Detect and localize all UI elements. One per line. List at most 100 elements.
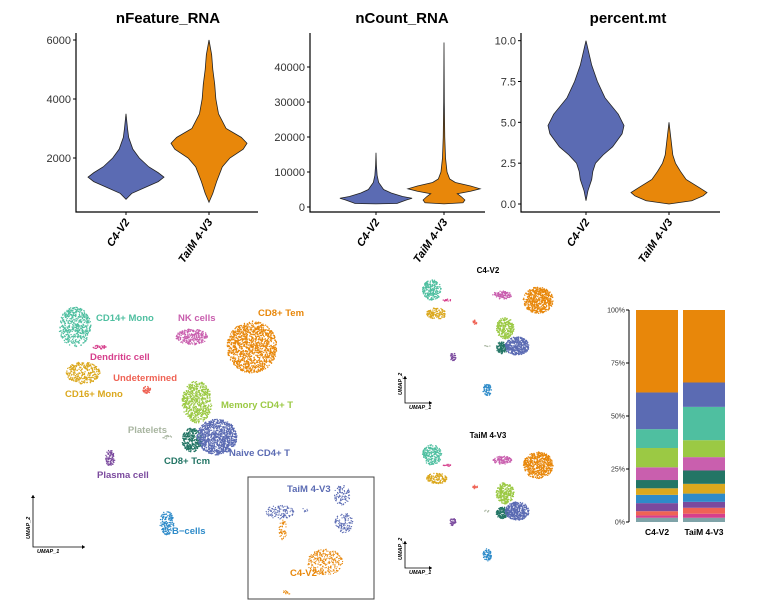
cell-point <box>229 427 231 429</box>
cell-point <box>335 496 337 498</box>
cell-point <box>77 317 79 319</box>
cell-point <box>196 335 198 338</box>
cell-point <box>213 444 216 446</box>
cell-point <box>197 429 200 432</box>
cell-point <box>261 345 263 347</box>
cell-point <box>186 443 188 446</box>
cell-point <box>182 340 184 342</box>
cell-point <box>83 312 86 315</box>
cell-point <box>350 528 352 530</box>
cell-point <box>207 431 209 433</box>
cell-point <box>253 334 255 336</box>
cell-point <box>72 313 75 315</box>
cell-point <box>60 316 63 319</box>
cell-point <box>200 413 203 416</box>
cell-point <box>252 347 254 349</box>
cell-point <box>246 356 249 358</box>
cell-point <box>346 516 348 518</box>
cell-point <box>206 415 208 417</box>
cell-point <box>198 403 201 406</box>
cell-point <box>70 333 72 336</box>
cell-point <box>205 450 207 453</box>
cell-point <box>183 411 185 413</box>
cell-point <box>247 323 249 326</box>
cell-point <box>200 332 203 335</box>
cell-point <box>255 337 258 340</box>
cell-point <box>200 408 203 411</box>
cell-point <box>318 549 320 551</box>
cell-point <box>173 522 175 525</box>
cell-point <box>90 377 92 379</box>
cell-point <box>189 443 191 446</box>
cell-point <box>192 409 195 411</box>
cell-point <box>80 336 82 338</box>
cell-point <box>165 533 168 536</box>
cell-point <box>82 319 84 321</box>
cell-point <box>232 351 234 354</box>
cell-point <box>160 522 162 524</box>
y-tick-label: 40000 <box>274 62 305 74</box>
cell-point <box>266 341 268 344</box>
cell-point <box>207 424 209 426</box>
cell-point <box>222 432 224 435</box>
cell-point <box>234 434 236 436</box>
cell-point <box>202 432 204 434</box>
cell-point <box>93 347 95 349</box>
cell-point <box>189 430 191 433</box>
cell-point <box>341 526 343 528</box>
cell-point <box>348 529 351 531</box>
cell-point <box>341 532 344 534</box>
cell-point <box>263 330 266 332</box>
cell-point <box>275 350 278 352</box>
cell-point <box>274 511 276 513</box>
cell-point <box>77 308 79 310</box>
cell-point <box>187 328 189 331</box>
cell-point <box>346 513 348 515</box>
cell-point <box>70 320 72 322</box>
cell-point <box>110 449 112 452</box>
cell-point <box>234 328 236 330</box>
cell-point <box>213 449 216 452</box>
cell-point <box>72 340 75 342</box>
cell-point <box>320 554 322 556</box>
panel-title: nFeature_RNA <box>116 10 220 27</box>
cell-point <box>194 342 196 345</box>
cell-point <box>259 338 261 340</box>
cell-point <box>335 498 338 500</box>
cell-point <box>217 449 219 451</box>
cell-point <box>193 411 196 413</box>
cell-point <box>195 333 197 335</box>
cell-point <box>142 389 144 392</box>
cell-point <box>63 331 65 333</box>
cell-point <box>337 569 339 572</box>
cell-point <box>189 406 191 409</box>
cell-point <box>197 420 199 423</box>
cell-point <box>337 553 339 555</box>
cell-point <box>111 452 113 455</box>
cell-point <box>232 342 234 344</box>
cell-point <box>195 338 197 341</box>
cell-point <box>243 338 245 341</box>
cell-point <box>197 333 200 336</box>
cell-point <box>176 335 178 337</box>
cell-point <box>334 498 336 500</box>
cell-point <box>78 379 80 381</box>
cell-point <box>192 407 195 409</box>
cell-point <box>210 452 212 454</box>
cell-point <box>194 408 197 410</box>
cell-point <box>227 351 229 354</box>
cell-point <box>85 314 87 316</box>
cell-point <box>230 342 233 344</box>
cell-point <box>258 333 261 335</box>
cell-point <box>250 327 252 329</box>
cell-point <box>202 389 204 391</box>
cell-point <box>266 512 268 514</box>
cell-point <box>277 505 279 507</box>
cell-point <box>191 384 194 386</box>
cell-point <box>203 444 205 446</box>
cell-point <box>186 331 188 333</box>
cell-point <box>107 462 109 464</box>
cell-point <box>95 375 97 378</box>
cell-point <box>348 528 350 530</box>
cell-point <box>72 327 75 330</box>
